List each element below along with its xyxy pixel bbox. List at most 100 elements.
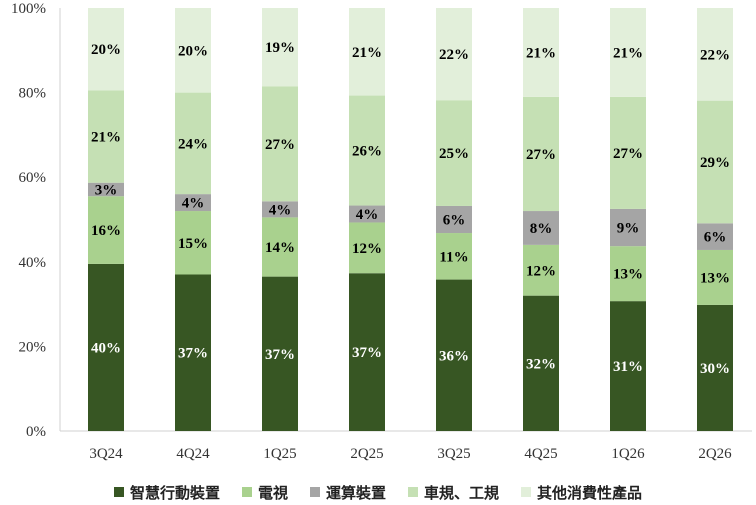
bar-segment xyxy=(610,301,646,431)
data-label: 13% xyxy=(700,270,730,286)
data-label: 13% xyxy=(613,267,643,283)
bar-segment xyxy=(436,205,472,234)
legend-item: 其他消費性產品 xyxy=(521,482,642,503)
bar-segment xyxy=(175,92,211,195)
bar-segment xyxy=(697,223,733,250)
bars xyxy=(88,8,733,431)
bar-segment xyxy=(610,96,646,209)
bar-segment xyxy=(523,295,559,431)
x-tick-label: 4Q25 xyxy=(524,446,557,462)
data-label: 21% xyxy=(613,45,643,61)
legend-swatch xyxy=(241,487,252,497)
x-tick-label: 3Q25 xyxy=(437,446,470,462)
bar-segment xyxy=(523,244,559,296)
data-label: 16% xyxy=(91,223,121,239)
bar-segment xyxy=(88,8,124,91)
legend-swatch xyxy=(521,487,532,497)
y-tick-label: 40% xyxy=(19,255,47,271)
data-label: 37% xyxy=(265,347,295,363)
bar-segment xyxy=(436,279,472,431)
y-tick-label: 0% xyxy=(26,424,46,440)
data-label: 22% xyxy=(700,47,730,63)
y-tick-label: 100% xyxy=(11,1,46,17)
legend-label: 運算裝置 xyxy=(325,483,386,502)
x-tick-labels: 3Q24 4Q24 1Q25 2Q25 3Q25 4Q25 1Q26 2Q26 xyxy=(89,446,732,462)
data-label: 15% xyxy=(178,236,208,252)
data-label: 27% xyxy=(265,137,295,153)
data-label: 25% xyxy=(439,146,469,162)
bar-segment xyxy=(349,95,385,206)
bar-segment xyxy=(523,8,559,97)
data-label: 26% xyxy=(352,144,382,160)
data-label: 27% xyxy=(613,146,643,162)
legend-swatch xyxy=(408,487,418,497)
data-label: 21% xyxy=(91,130,121,146)
data-label: 27% xyxy=(526,147,556,163)
legend-label: 車規、工規 xyxy=(424,483,500,502)
y-tick-label: 20% xyxy=(19,339,47,355)
data-label: 6% xyxy=(704,230,727,246)
x-tick-label: 1Q25 xyxy=(263,446,296,462)
legend-label: 智慧行動裝置 xyxy=(129,483,220,502)
data-label: 12% xyxy=(526,263,556,279)
bar-segment xyxy=(610,246,646,302)
bar-segment xyxy=(523,211,559,245)
legend-item: 智慧行動裝置 xyxy=(113,482,220,503)
data-label: 8% xyxy=(530,221,553,237)
legend-swatch xyxy=(113,487,124,497)
y-tick-labels: 0% 20% 40% 60% 80% 100% xyxy=(11,1,46,440)
bar-segment xyxy=(436,100,472,206)
bar-segment xyxy=(697,249,733,305)
data-label: 21% xyxy=(526,45,556,61)
bar-segment xyxy=(610,208,646,247)
bar-segment xyxy=(262,86,298,202)
bar-segment xyxy=(175,274,211,431)
data-label: 4% xyxy=(356,207,379,223)
legend-label: 電視 xyxy=(257,483,288,502)
legend-item: 運算裝置 xyxy=(309,482,386,503)
bar-segment xyxy=(175,211,211,275)
data-label: 29% xyxy=(700,155,730,171)
data-label: 20% xyxy=(178,43,208,59)
data-labels: 40% 16% 3% 21% 20% 37% 15% 4% 24% 20% 37% 14% 4% 27% 1… xyxy=(91,40,730,377)
x-tick-label: 2Q26 xyxy=(698,446,732,462)
bar-segment xyxy=(436,233,472,280)
x-tick-label: 2Q25 xyxy=(350,446,383,462)
data-label: 37% xyxy=(352,345,382,361)
bar-segment xyxy=(697,8,733,101)
data-label: 14% xyxy=(265,240,295,256)
data-label: 22% xyxy=(439,47,469,63)
bar-segment xyxy=(175,8,211,93)
data-label: 24% xyxy=(178,136,208,152)
bar-segment xyxy=(88,263,124,431)
data-label: 3% xyxy=(95,182,118,198)
legend: 智慧行動裝置 電視 運算裝置 車規、工規 其他消費性產品 xyxy=(0,482,756,502)
bar-segment xyxy=(262,276,298,431)
bar-segment xyxy=(88,90,124,183)
bar-segment xyxy=(697,100,733,224)
data-label: 6% xyxy=(443,213,466,229)
data-label: 12% xyxy=(352,241,382,257)
legend-item: 電視 xyxy=(241,482,288,503)
bar-segment xyxy=(349,205,385,223)
bar-segment xyxy=(88,196,124,264)
bar-segment xyxy=(610,8,646,97)
data-label: 11% xyxy=(439,249,468,265)
bar-segment xyxy=(349,222,385,274)
data-label: 40% xyxy=(91,340,121,356)
bar-segment xyxy=(262,8,298,87)
y-tick-label: 80% xyxy=(19,86,47,102)
x-tick-label: 4Q24 xyxy=(176,446,210,462)
x-tick-label: 1Q26 xyxy=(611,446,645,462)
bar-segment xyxy=(436,8,472,101)
data-label: 4% xyxy=(182,196,205,212)
bar-segment xyxy=(262,201,298,218)
data-label: 31% xyxy=(613,359,643,375)
data-label: 30% xyxy=(700,361,730,377)
data-label: 32% xyxy=(526,356,556,372)
x-tick-label: 3Q24 xyxy=(89,446,123,462)
bar-segment xyxy=(349,273,385,431)
data-label: 19% xyxy=(265,40,295,56)
legend-label: 其他消費性產品 xyxy=(537,483,643,502)
data-label: 4% xyxy=(269,202,292,218)
